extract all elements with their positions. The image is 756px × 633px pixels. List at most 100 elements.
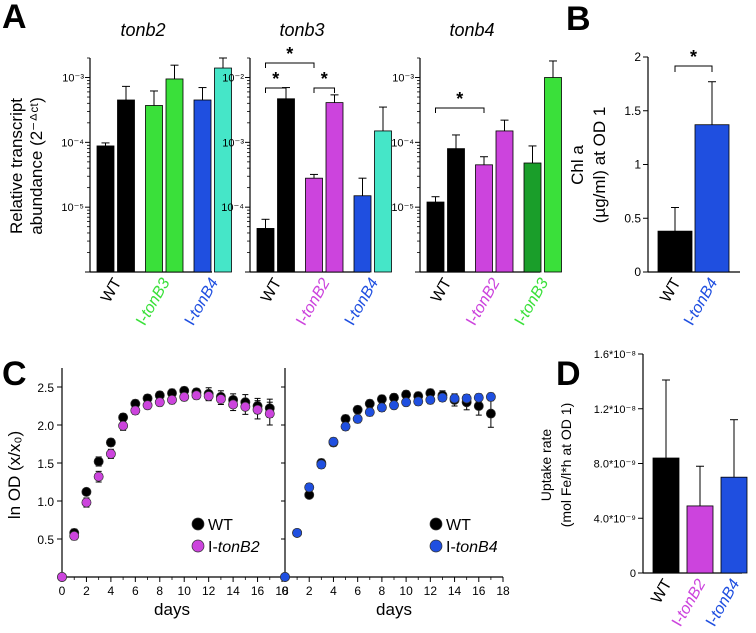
data-point [69, 531, 80, 541]
x-tick-label: 10 [178, 584, 192, 598]
bar [686, 505, 714, 574]
panel-letter-d: D [556, 355, 581, 393]
bar [305, 177, 323, 273]
data-point [264, 408, 275, 419]
x-tick-label: 18 [496, 584, 510, 598]
data-point [352, 404, 363, 415]
data-point [215, 394, 226, 405]
x-tick-label: 18 [275, 584, 289, 598]
y-axis-label: Chl a [568, 145, 587, 185]
y-tick-label: 0 [630, 568, 636, 580]
data-point [473, 401, 484, 411]
data-point [292, 527, 303, 538]
bar [426, 201, 445, 273]
legend-marker [191, 539, 205, 553]
x-tick-label: 8 [156, 584, 163, 598]
x-tick-label: 12 [202, 584, 216, 598]
category-label: I-tonB3 [133, 275, 174, 328]
data-point [485, 391, 496, 402]
bar [277, 98, 295, 273]
y-tick-label: 1 [634, 158, 641, 172]
y-tick-label: 10⁻³ [62, 73, 84, 85]
data-point [142, 400, 153, 411]
legend-label: I-tonB2 [208, 539, 260, 556]
category-label: WT [98, 275, 125, 305]
data-point [93, 471, 104, 482]
bar [694, 124, 730, 273]
y-tick-label: 10⁻⁴ [391, 137, 414, 149]
data-point [179, 391, 190, 402]
data-point [425, 394, 436, 405]
x-tick-label: 14 [448, 584, 462, 598]
data-point [328, 436, 339, 447]
y-tick-label: 0 [634, 265, 641, 279]
panel-letter-b: B [566, 0, 591, 38]
legend-marker [429, 517, 443, 531]
data-point [413, 396, 424, 407]
y-axis-label: abundance (2⁻ᐞᶜᵗ) [27, 97, 46, 235]
y-tick-label: 1.0 [37, 495, 54, 509]
data-point [401, 397, 412, 408]
x-tick-label: 4 [330, 584, 337, 598]
data-point [81, 497, 92, 508]
x-tick-label: 2 [306, 584, 313, 598]
significance-star: * [456, 89, 463, 109]
category-label: WT [428, 275, 455, 305]
x-tick-label: 6 [132, 584, 139, 598]
legend-marker [429, 539, 443, 553]
significance-star: * [286, 44, 293, 64]
data-point [437, 392, 448, 403]
chart-chl-a: 0 0.5 1 1.5 2 WTI-tonB4 * Chl a (µg/ml) at OD 1 [568, 47, 740, 329]
significance-bracket [265, 62, 315, 68]
y-tick-label: 8.0*10⁻⁹ [594, 459, 636, 471]
y-tick-label: 1.6*10⁻⁸ [594, 349, 636, 361]
data-point [352, 413, 363, 424]
data-point [473, 392, 484, 403]
category-label: I-tonB2 [293, 275, 334, 328]
bar [165, 78, 184, 273]
x-tick-label: 4 [108, 584, 115, 598]
legend-label: WT [446, 517, 471, 534]
bar [96, 145, 115, 273]
bar [374, 130, 392, 273]
data-point [376, 394, 387, 405]
y-tick-label: 1.5 [624, 104, 641, 118]
data-point [93, 456, 104, 467]
category-label: I-tonB4 [342, 275, 383, 328]
bar [652, 457, 680, 574]
significance-bracket [313, 87, 335, 93]
x-axis-label: days [376, 600, 412, 619]
x-tick-label: 16 [251, 584, 265, 598]
y-tick-label: 2.5 [37, 381, 54, 395]
y-tick-label: 10⁻⁴ [221, 202, 244, 214]
data-point [340, 421, 351, 432]
x-tick-label: 6 [354, 584, 361, 598]
data-point [364, 407, 375, 418]
bar [325, 102, 344, 273]
chart-growth-tonb2: 0 2 4 6 8 10 12 14 16 18 0.5 1.0 1.5 2.0 2.5 ln OD (x/x… [5, 368, 289, 619]
legend-label: WT [208, 517, 233, 534]
chart-tonb4: tonb4 10⁻³ 10⁻⁴ 10⁻⁵ WT I-tonB2 I-tonB3 * [391, 20, 562, 329]
y-tick-label: 10⁻⁵ [61, 202, 84, 214]
bar [353, 195, 372, 273]
category-label: I-tonB4 [681, 275, 722, 328]
legend-marker [191, 517, 205, 531]
panel-letter-a: A [2, 0, 27, 36]
data-point [228, 399, 239, 410]
significance-star: * [321, 69, 328, 89]
y-tick-label: 2 [634, 50, 641, 64]
bar [214, 67, 232, 273]
x-tick-label: 8 [379, 584, 386, 598]
y-tick-label: 2.0 [37, 419, 54, 433]
y-tick-label: 1.5 [37, 457, 54, 471]
y-axis-label: (µg/ml) at OD 1 [590, 107, 609, 224]
data-point [118, 412, 129, 423]
category-label: I-tonB4 [703, 576, 744, 629]
data-point [461, 393, 472, 404]
y-tick-label: 10⁻⁵ [391, 202, 414, 214]
bar [495, 130, 514, 273]
bar [193, 99, 212, 273]
significance-star: * [272, 69, 279, 89]
data-point [81, 486, 92, 497]
